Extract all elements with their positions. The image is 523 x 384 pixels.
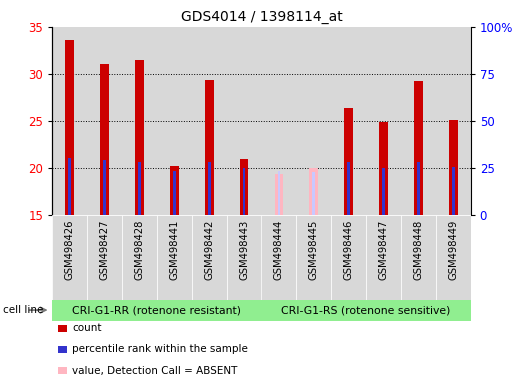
- Bar: [401, 215, 436, 300]
- Text: GSM498446: GSM498446: [344, 219, 354, 280]
- Bar: [192, 215, 226, 300]
- Bar: [226, 27, 262, 215]
- Bar: [192, 27, 226, 215]
- Bar: [379, 122, 388, 215]
- Bar: [331, 215, 366, 300]
- Bar: [157, 215, 192, 300]
- Bar: [312, 172, 315, 215]
- Bar: [331, 27, 366, 215]
- Bar: [310, 168, 318, 215]
- Bar: [157, 27, 192, 215]
- Bar: [135, 60, 144, 215]
- Text: value, Detection Call = ABSENT: value, Detection Call = ABSENT: [72, 366, 237, 376]
- Text: GSM498445: GSM498445: [309, 219, 319, 280]
- Bar: [100, 64, 109, 215]
- Bar: [297, 27, 331, 215]
- Text: CRI-G1-RS (rotenone sensitive): CRI-G1-RS (rotenone sensitive): [281, 305, 451, 315]
- Bar: [262, 300, 471, 321]
- Bar: [275, 174, 283, 215]
- Bar: [69, 158, 71, 215]
- Bar: [205, 79, 213, 215]
- Bar: [347, 162, 350, 215]
- Bar: [122, 27, 157, 215]
- Bar: [278, 171, 280, 215]
- Bar: [262, 27, 297, 215]
- Title: GDS4014 / 1398114_at: GDS4014 / 1398114_at: [180, 10, 343, 25]
- Bar: [452, 167, 454, 215]
- Bar: [173, 171, 176, 215]
- Bar: [138, 162, 141, 215]
- Bar: [366, 27, 401, 215]
- Bar: [449, 120, 458, 215]
- Bar: [417, 162, 420, 215]
- Bar: [297, 215, 331, 300]
- Bar: [87, 27, 122, 215]
- Bar: [122, 215, 157, 300]
- Bar: [262, 215, 297, 300]
- Bar: [103, 159, 106, 215]
- Bar: [65, 40, 74, 215]
- Text: cell line: cell line: [3, 305, 43, 315]
- Text: GSM498442: GSM498442: [204, 219, 214, 280]
- Text: GSM498447: GSM498447: [379, 219, 389, 280]
- Bar: [382, 168, 385, 215]
- Bar: [344, 108, 353, 215]
- Bar: [240, 159, 248, 215]
- Bar: [170, 166, 179, 215]
- Text: CRI-G1-RR (rotenone resistant): CRI-G1-RR (rotenone resistant): [72, 305, 242, 315]
- Text: count: count: [72, 323, 101, 333]
- Bar: [414, 81, 423, 215]
- Bar: [366, 215, 401, 300]
- Bar: [52, 300, 262, 321]
- Bar: [436, 215, 471, 300]
- Bar: [243, 168, 245, 215]
- Text: GSM498443: GSM498443: [239, 219, 249, 280]
- Bar: [226, 215, 262, 300]
- Bar: [436, 27, 471, 215]
- Bar: [87, 215, 122, 300]
- Text: percentile rank within the sample: percentile rank within the sample: [72, 344, 248, 354]
- Text: GSM498427: GSM498427: [99, 219, 110, 280]
- Text: GSM498448: GSM498448: [413, 219, 424, 280]
- Text: GSM498426: GSM498426: [65, 219, 75, 280]
- Bar: [401, 27, 436, 215]
- Bar: [52, 27, 87, 215]
- Bar: [52, 215, 87, 300]
- Bar: [208, 162, 211, 215]
- Text: GSM498449: GSM498449: [448, 219, 458, 280]
- Text: GSM498441: GSM498441: [169, 219, 179, 280]
- Text: GSM498444: GSM498444: [274, 219, 284, 280]
- Text: GSM498428: GSM498428: [134, 219, 144, 280]
